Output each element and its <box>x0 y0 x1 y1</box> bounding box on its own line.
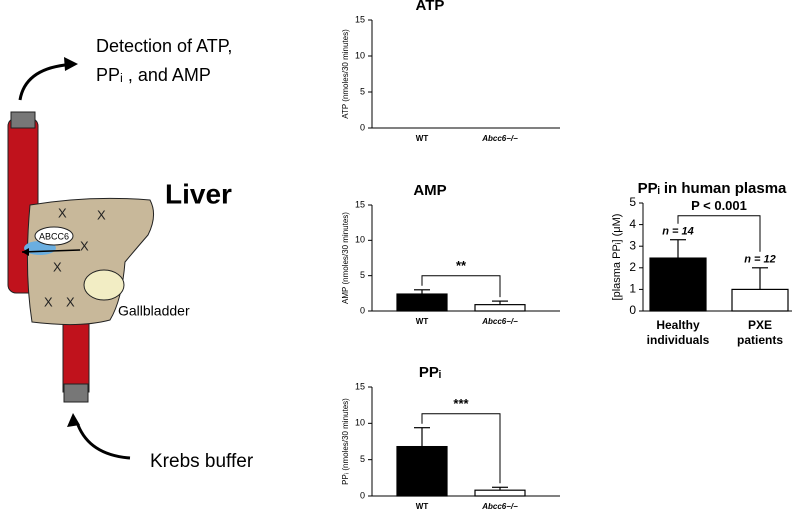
svg-text:X: X <box>97 207 106 222</box>
detection-label: PPᵢ , and AMP <box>96 65 211 85</box>
y-tick-label: 15 <box>355 381 365 391</box>
significance-label: ** <box>456 258 467 273</box>
x-tick-label: PXE <box>748 318 772 332</box>
y-tick-label: 0 <box>360 305 365 315</box>
y-tick-label: 10 <box>355 235 365 245</box>
y-tick-label: 5 <box>360 86 365 96</box>
liver-diagram: X XX XX X Detection of ATP, PPᵢ , and AMP … <box>7 36 254 472</box>
x-tick-label: individuals <box>647 333 710 347</box>
arrow-head <box>67 413 80 427</box>
arrow-head <box>22 248 29 256</box>
y-axis-label: AMP (nmoles/30 minutes) <box>341 212 350 304</box>
x-tick-label: patients <box>737 333 783 347</box>
chart-title: AMP <box>413 182 446 199</box>
x-marks: X XX XX X <box>44 205 106 309</box>
x-tick-label: Healthy <box>656 318 700 332</box>
y-tick-label: 3 <box>629 238 636 252</box>
x-tick-label: Abcc6−/− <box>481 134 518 143</box>
svg-text:X: X <box>80 238 89 253</box>
x-tick-label: WT <box>416 502 429 511</box>
svg-text:X: X <box>66 294 75 309</box>
bar <box>474 489 526 497</box>
chart-title: PPᵢ <box>419 364 441 381</box>
x-tick-label: WT <box>416 134 429 143</box>
transporter-bubble <box>34 226 74 246</box>
significance-bracket <box>421 275 501 298</box>
bar <box>396 445 448 497</box>
transporter-label: ABCC6 <box>39 231 69 241</box>
y-axis-label: [plasma PPᵢ] (μM) <box>611 214 623 301</box>
bar <box>396 293 448 312</box>
significance-bracket <box>421 413 501 484</box>
significance-bracket <box>677 215 761 252</box>
x-tick-label: WT <box>416 317 429 326</box>
bar <box>474 304 526 312</box>
chart-title: ATP <box>416 0 445 14</box>
svg-text:X: X <box>58 205 67 220</box>
bar <box>731 288 789 312</box>
y-tick-label: 5 <box>360 270 365 280</box>
y-tick-label: 15 <box>355 14 365 24</box>
x-tick-label: Abcc6−/− <box>481 502 518 511</box>
x-tick-label: Abcc6−/− <box>481 317 518 326</box>
arrow-head <box>64 57 78 71</box>
chart-title: PPᵢ in human plasma <box>638 180 787 197</box>
y-axis-label: PPᵢ (nmoles/30 minutes) <box>341 398 350 485</box>
vessel-cap <box>10 111 36 129</box>
y-tick-label: 4 <box>629 217 636 231</box>
y-tick-label: 15 <box>355 199 365 209</box>
n-label: n = 14 <box>662 226 694 238</box>
bar <box>649 257 707 312</box>
detection-label: Detection of ATP, <box>96 36 232 56</box>
gallbladder-label: Gallbladder <box>118 303 190 319</box>
y-tick-label: 5 <box>360 454 365 464</box>
vessel-cap <box>63 383 89 403</box>
y-tick-label: 5 <box>629 195 636 209</box>
y-tick-label: 10 <box>355 418 365 428</box>
y-axis-label: ATP (nmoles/30 minutes) <box>341 29 350 119</box>
out-arrow <box>18 63 66 101</box>
organ-label: Liver <box>165 178 232 209</box>
buffer-label: Krebs buffer <box>150 451 254 472</box>
svg-text:X: X <box>44 294 53 309</box>
y-tick-label: 1 <box>629 282 636 296</box>
gallbladder-shape <box>83 269 125 301</box>
significance-label: *** <box>453 396 469 411</box>
efflux-arrow <box>21 249 81 253</box>
y-tick-label: 10 <box>355 50 365 60</box>
n-label: n = 12 <box>744 254 776 266</box>
y-tick-label: 2 <box>629 260 636 274</box>
y-tick-label: 0 <box>360 122 365 132</box>
y-tick-label: 0 <box>629 303 636 317</box>
svg-text:X: X <box>53 259 62 274</box>
y-tick-label: 0 <box>360 490 365 500</box>
significance-label: P < 0.001 <box>691 198 747 213</box>
in-arrow <box>76 424 131 460</box>
